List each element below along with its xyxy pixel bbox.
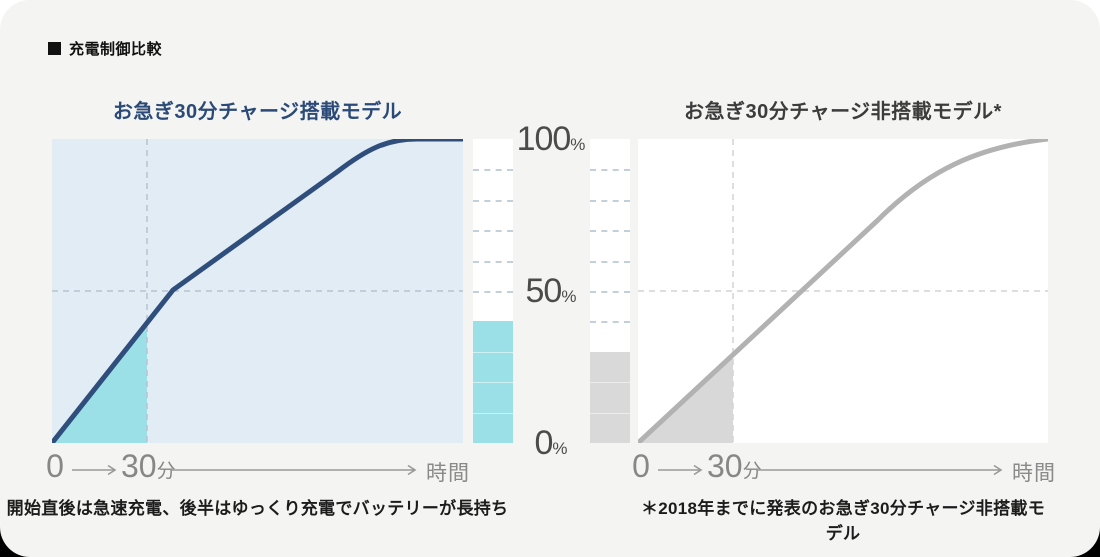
bar-tick-90 [473, 169, 513, 172]
bar-tick-50 [590, 291, 630, 293]
section-bullet-icon [48, 42, 61, 55]
left-x-time-label: 時間 [426, 462, 470, 485]
left-x-start-label: 0 [46, 448, 64, 484]
right-long-arrow-icon [756, 464, 1003, 476]
left-short-arrow-icon [72, 464, 117, 476]
right-charge-level-fill [590, 351, 630, 443]
right-x-time-label: 時間 [1012, 462, 1056, 485]
right-chart-title: お急ぎ30分チャージ非搭載モデル* [684, 101, 1002, 123]
left-chart-caption: 開始直後は急速充電、後半はゆっくり充電でバッテリーが長持ち [6, 499, 509, 518]
bar-tick-80 [590, 199, 630, 202]
left-chart-plot [52, 139, 463, 443]
right-charge-level-bar [590, 139, 630, 443]
bar-tick-60 [473, 260, 513, 263]
left-long-arrow-icon [170, 464, 417, 476]
bar-tick-70 [473, 230, 513, 233]
section-header: 充電制御比較 [48, 38, 162, 59]
right-short-arrow-icon [658, 464, 703, 476]
left-charge-level-fill [473, 321, 513, 443]
bar-tick-80 [473, 199, 513, 202]
bar-tick-90 [590, 169, 630, 172]
right-chart-plot [638, 139, 1048, 443]
left-chart-title: お急ぎ30分チャージ搭載モデル [112, 101, 403, 123]
y-tick-100: 100% [516, 120, 586, 158]
y-tick-50: 50% [525, 272, 577, 310]
left-charge-level-bar [473, 139, 513, 443]
bar-tick-40 [590, 321, 630, 324]
right-x-30min-label: 30分 [707, 448, 762, 484]
bar-tick-60 [590, 260, 630, 263]
left-x-30min-label: 30分 [121, 448, 176, 484]
bar-tick-50 [473, 291, 513, 293]
left-chart-svg [52, 139, 463, 443]
right-x-start-label: 0 [632, 448, 650, 484]
bar-tick-70 [590, 230, 630, 233]
right-chart-svg [638, 139, 1048, 443]
right-chart-caption: ＊2018年までに発表のお急ぎ30分チャージ非搭載モデル [640, 499, 1046, 543]
right-charge-curve [638, 139, 1048, 443]
y-tick-0: 0% [534, 424, 568, 462]
left-charge-curve [52, 139, 463, 443]
section-title: 充電制御比較 [69, 41, 163, 58]
